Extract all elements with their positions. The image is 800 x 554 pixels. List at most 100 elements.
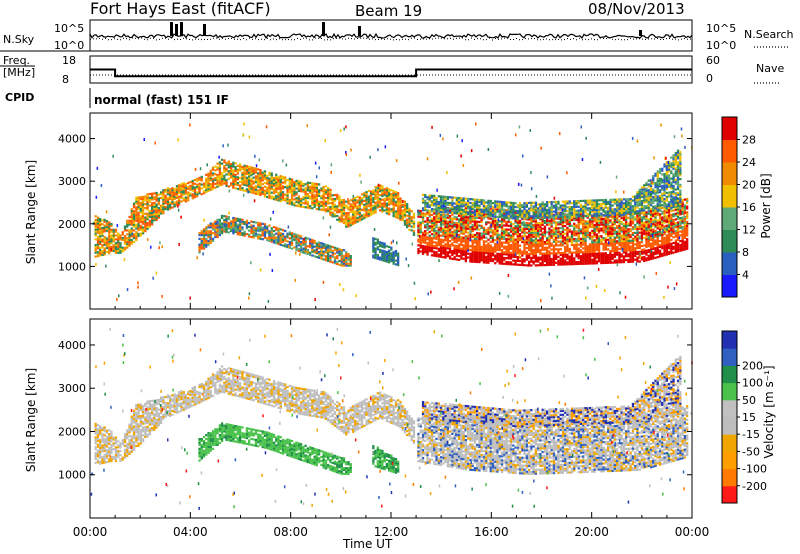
power-cell bbox=[609, 252, 612, 255]
power-cell bbox=[485, 221, 488, 224]
power-cell bbox=[351, 223, 355, 226]
power-cell bbox=[311, 241, 314, 244]
power-cell bbox=[570, 234, 574, 237]
power-cell bbox=[223, 226, 226, 229]
power-cell bbox=[329, 194, 332, 197]
power-cell bbox=[406, 222, 409, 225]
power-cell bbox=[672, 236, 675, 239]
power-cell bbox=[216, 232, 219, 235]
power-cell bbox=[573, 251, 576, 254]
power-cell bbox=[290, 180, 294, 183]
power-cell bbox=[462, 228, 465, 232]
power-cell bbox=[566, 230, 569, 233]
power-cell bbox=[539, 233, 542, 236]
power-cell bbox=[424, 205, 427, 208]
power-cell bbox=[584, 237, 587, 240]
power-cell bbox=[473, 249, 477, 252]
power-cell bbox=[263, 193, 267, 196]
power-cell bbox=[505, 239, 508, 243]
power-cell bbox=[591, 222, 594, 225]
power-cell bbox=[491, 208, 495, 211]
power-cell bbox=[658, 249, 662, 252]
power-cell bbox=[297, 205, 300, 208]
power-cell bbox=[597, 237, 601, 240]
power-cell bbox=[654, 239, 657, 242]
power-cell bbox=[245, 165, 249, 168]
power-cell bbox=[234, 175, 237, 178]
power-cell bbox=[297, 234, 300, 237]
power-cell bbox=[557, 229, 560, 232]
power-cell bbox=[153, 219, 156, 222]
power-cell bbox=[532, 220, 535, 223]
power-cell bbox=[467, 221, 470, 225]
power-cell bbox=[564, 228, 567, 231]
power-cell bbox=[225, 217, 228, 220]
power-cell bbox=[340, 220, 343, 223]
power-cell bbox=[320, 195, 323, 198]
power-cell bbox=[512, 226, 515, 230]
power-cell bbox=[254, 192, 258, 195]
power-cell bbox=[243, 174, 246, 177]
power-cell bbox=[537, 235, 540, 238]
power-cell bbox=[295, 245, 298, 248]
power-cell bbox=[230, 174, 233, 177]
power-cell bbox=[320, 202, 323, 206]
power-cell bbox=[625, 243, 628, 246]
power-cell bbox=[379, 241, 382, 244]
power-cell bbox=[433, 231, 436, 234]
power-cell bbox=[622, 251, 626, 254]
power-cell bbox=[460, 257, 463, 260]
power-cell bbox=[686, 228, 689, 231]
power-cell bbox=[153, 198, 156, 201]
power-cell bbox=[652, 240, 655, 243]
power-cell bbox=[550, 248, 553, 251]
power-cell bbox=[173, 197, 176, 200]
power-cell bbox=[491, 237, 495, 240]
power-cell bbox=[272, 188, 276, 191]
power-cell bbox=[290, 182, 294, 185]
power-cell bbox=[442, 213, 445, 217]
power-cell bbox=[485, 223, 488, 226]
power-cell bbox=[146, 193, 149, 196]
power-cell bbox=[297, 203, 300, 206]
power-cell bbox=[658, 222, 662, 225]
power-cell bbox=[257, 223, 260, 226]
power-cell bbox=[670, 210, 673, 213]
power-cell bbox=[532, 229, 535, 232]
power-cell bbox=[514, 240, 517, 243]
power-cell bbox=[354, 206, 357, 209]
power-cell bbox=[193, 178, 197, 182]
power-cell bbox=[512, 228, 515, 231]
power-cell bbox=[489, 244, 492, 247]
power-cell bbox=[640, 241, 644, 244]
power-cell bbox=[94, 244, 97, 247]
power-cell bbox=[437, 247, 440, 250]
power-cell bbox=[331, 246, 334, 249]
power-cell bbox=[417, 230, 420, 233]
power-cell bbox=[643, 252, 646, 255]
power-cell bbox=[173, 190, 176, 193]
power-cell bbox=[394, 200, 398, 203]
power-cell bbox=[169, 190, 172, 193]
power-cell bbox=[458, 245, 461, 248]
power-cell bbox=[295, 235, 298, 238]
power-cell bbox=[248, 169, 251, 172]
power-cell bbox=[604, 217, 607, 220]
power-cell bbox=[331, 201, 334, 205]
power-cell bbox=[528, 222, 531, 225]
power-cell bbox=[478, 224, 481, 227]
power-cell bbox=[309, 191, 312, 194]
power-cell bbox=[555, 254, 558, 257]
power-cell bbox=[401, 213, 404, 216]
power-cell bbox=[636, 227, 639, 231]
power-cell bbox=[372, 189, 375, 192]
power-cell bbox=[112, 232, 115, 235]
power-cell bbox=[514, 248, 517, 251]
power-cell bbox=[494, 225, 497, 228]
power-cell bbox=[577, 260, 580, 264]
power-cell bbox=[419, 238, 422, 242]
power-cell bbox=[141, 203, 145, 206]
power-cell bbox=[629, 224, 632, 227]
power-cell bbox=[480, 234, 483, 237]
power-cell bbox=[123, 248, 127, 251]
